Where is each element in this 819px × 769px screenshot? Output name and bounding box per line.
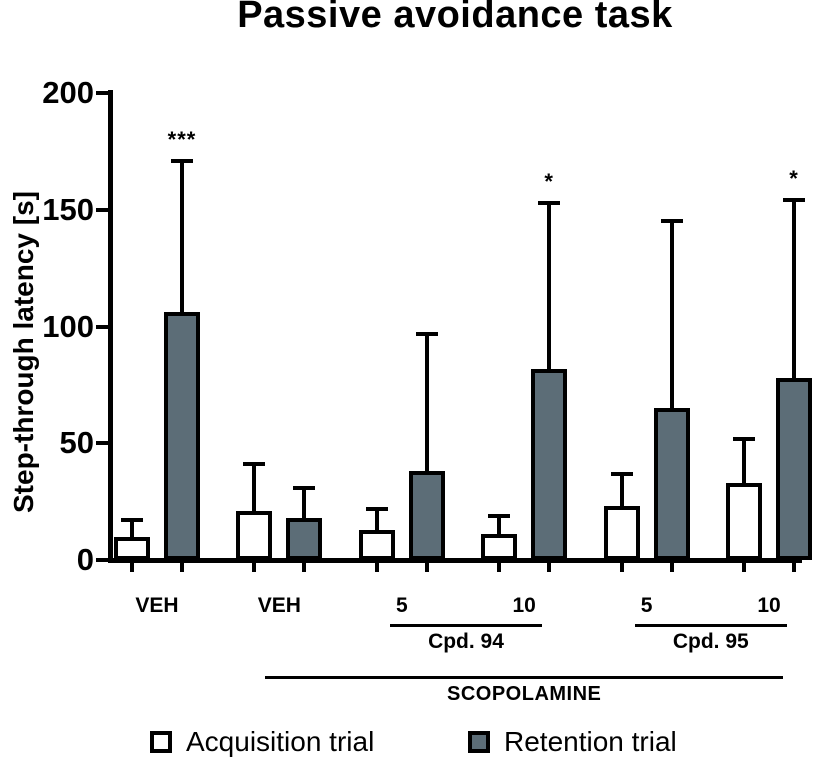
error-bar [792, 200, 796, 378]
acquisition-bar [358, 529, 395, 560]
y-tick [96, 441, 109, 446]
error-bar-cap [171, 158, 193, 163]
acquisition-bar [114, 536, 150, 560]
error-bar [130, 520, 134, 537]
error-bar-cap [488, 513, 511, 518]
category-label: VEH [257, 594, 301, 617]
x-tick [619, 563, 624, 572]
error-bar-cap [733, 436, 755, 441]
legend-label-acquisition: Acquisition trial [186, 726, 375, 757]
y-tick-label: 0 [76, 542, 94, 577]
error-bar [742, 438, 746, 483]
sig-marker: * [544, 168, 554, 194]
x-tick [130, 563, 134, 572]
acquisition-bar [481, 534, 518, 560]
compound-bracket-line [389, 624, 543, 627]
error-bar [497, 515, 502, 535]
y-tick-label: 100 [42, 308, 94, 344]
retention-swatch-icon [468, 731, 490, 753]
error-bar-cap [365, 506, 388, 511]
category-label: 5 [395, 594, 408, 617]
retention-bar [286, 517, 323, 560]
acquisition-bar [726, 482, 762, 560]
error-bar [669, 221, 674, 409]
error-bar-cap [660, 219, 683, 224]
x-tick [374, 563, 379, 572]
acquisition-swatch-icon [150, 731, 172, 753]
acquisition-bar [603, 506, 640, 560]
x-tick [497, 563, 502, 572]
y-tick [96, 91, 109, 95]
retention-bar [164, 312, 200, 560]
compound-bracket-line [634, 624, 787, 627]
y-tick [96, 207, 109, 212]
chart-title: Passive avoidance task [237, 0, 673, 36]
legend-label-retention: Retention trial [504, 726, 677, 757]
error-bar-cap [121, 518, 143, 523]
sig-marker: *** [167, 126, 197, 152]
error-bar-cap [243, 462, 266, 467]
error-bar [424, 333, 429, 472]
x-axis-line [108, 558, 802, 563]
x-tick [547, 563, 552, 572]
y-tick-label: 50 [59, 425, 94, 461]
category-label: 5 [640, 594, 653, 617]
y-axis-line [108, 90, 113, 563]
sig-marker: * [789, 166, 799, 192]
scopolamine-bracket-label: SCOPOLAMINE [446, 683, 602, 705]
y-tick [96, 558, 109, 562]
x-tick [180, 563, 184, 572]
retention-bar [531, 368, 568, 560]
error-bar [302, 487, 307, 518]
error-bar-cap [538, 200, 561, 205]
compound-bracket-label: Cpd. 95 [672, 630, 749, 653]
error-bar-cap [415, 331, 438, 336]
category-label: 10 [512, 594, 536, 617]
x-tick [742, 563, 746, 572]
error-bar-cap [610, 471, 633, 476]
x-tick [669, 563, 674, 572]
error-bar [180, 160, 184, 313]
x-tick [424, 563, 429, 572]
retention-bar [776, 377, 812, 560]
retention-bar [408, 471, 445, 560]
category-label: VEH [135, 594, 179, 617]
y-axis-label: Step-through latency [s] [8, 190, 39, 514]
compound-bracket-label: Cpd. 94 [428, 630, 504, 653]
error-bar [547, 202, 552, 369]
legend-item-retention: Retention trial [468, 726, 677, 758]
x-tick [792, 563, 796, 572]
error-bar-cap [783, 198, 805, 203]
y-tick [96, 324, 109, 329]
acquisition-bar [236, 510, 273, 560]
x-tick [252, 563, 257, 572]
legend-item-acquisition: Acquisition trial [150, 726, 374, 758]
error-bar [619, 473, 624, 507]
x-tick [302, 563, 307, 572]
error-bar [374, 508, 379, 530]
retention-bar [653, 408, 690, 560]
y-tick-label: 200 [42, 75, 94, 110]
error-bar [252, 464, 257, 511]
legend: Acquisition trial Retention trial [0, 726, 819, 766]
y-tick-label: 150 [42, 191, 94, 227]
error-bar-cap [293, 485, 316, 490]
scopolamine-bracket-line [265, 676, 783, 679]
category-label: 10 [757, 594, 781, 617]
